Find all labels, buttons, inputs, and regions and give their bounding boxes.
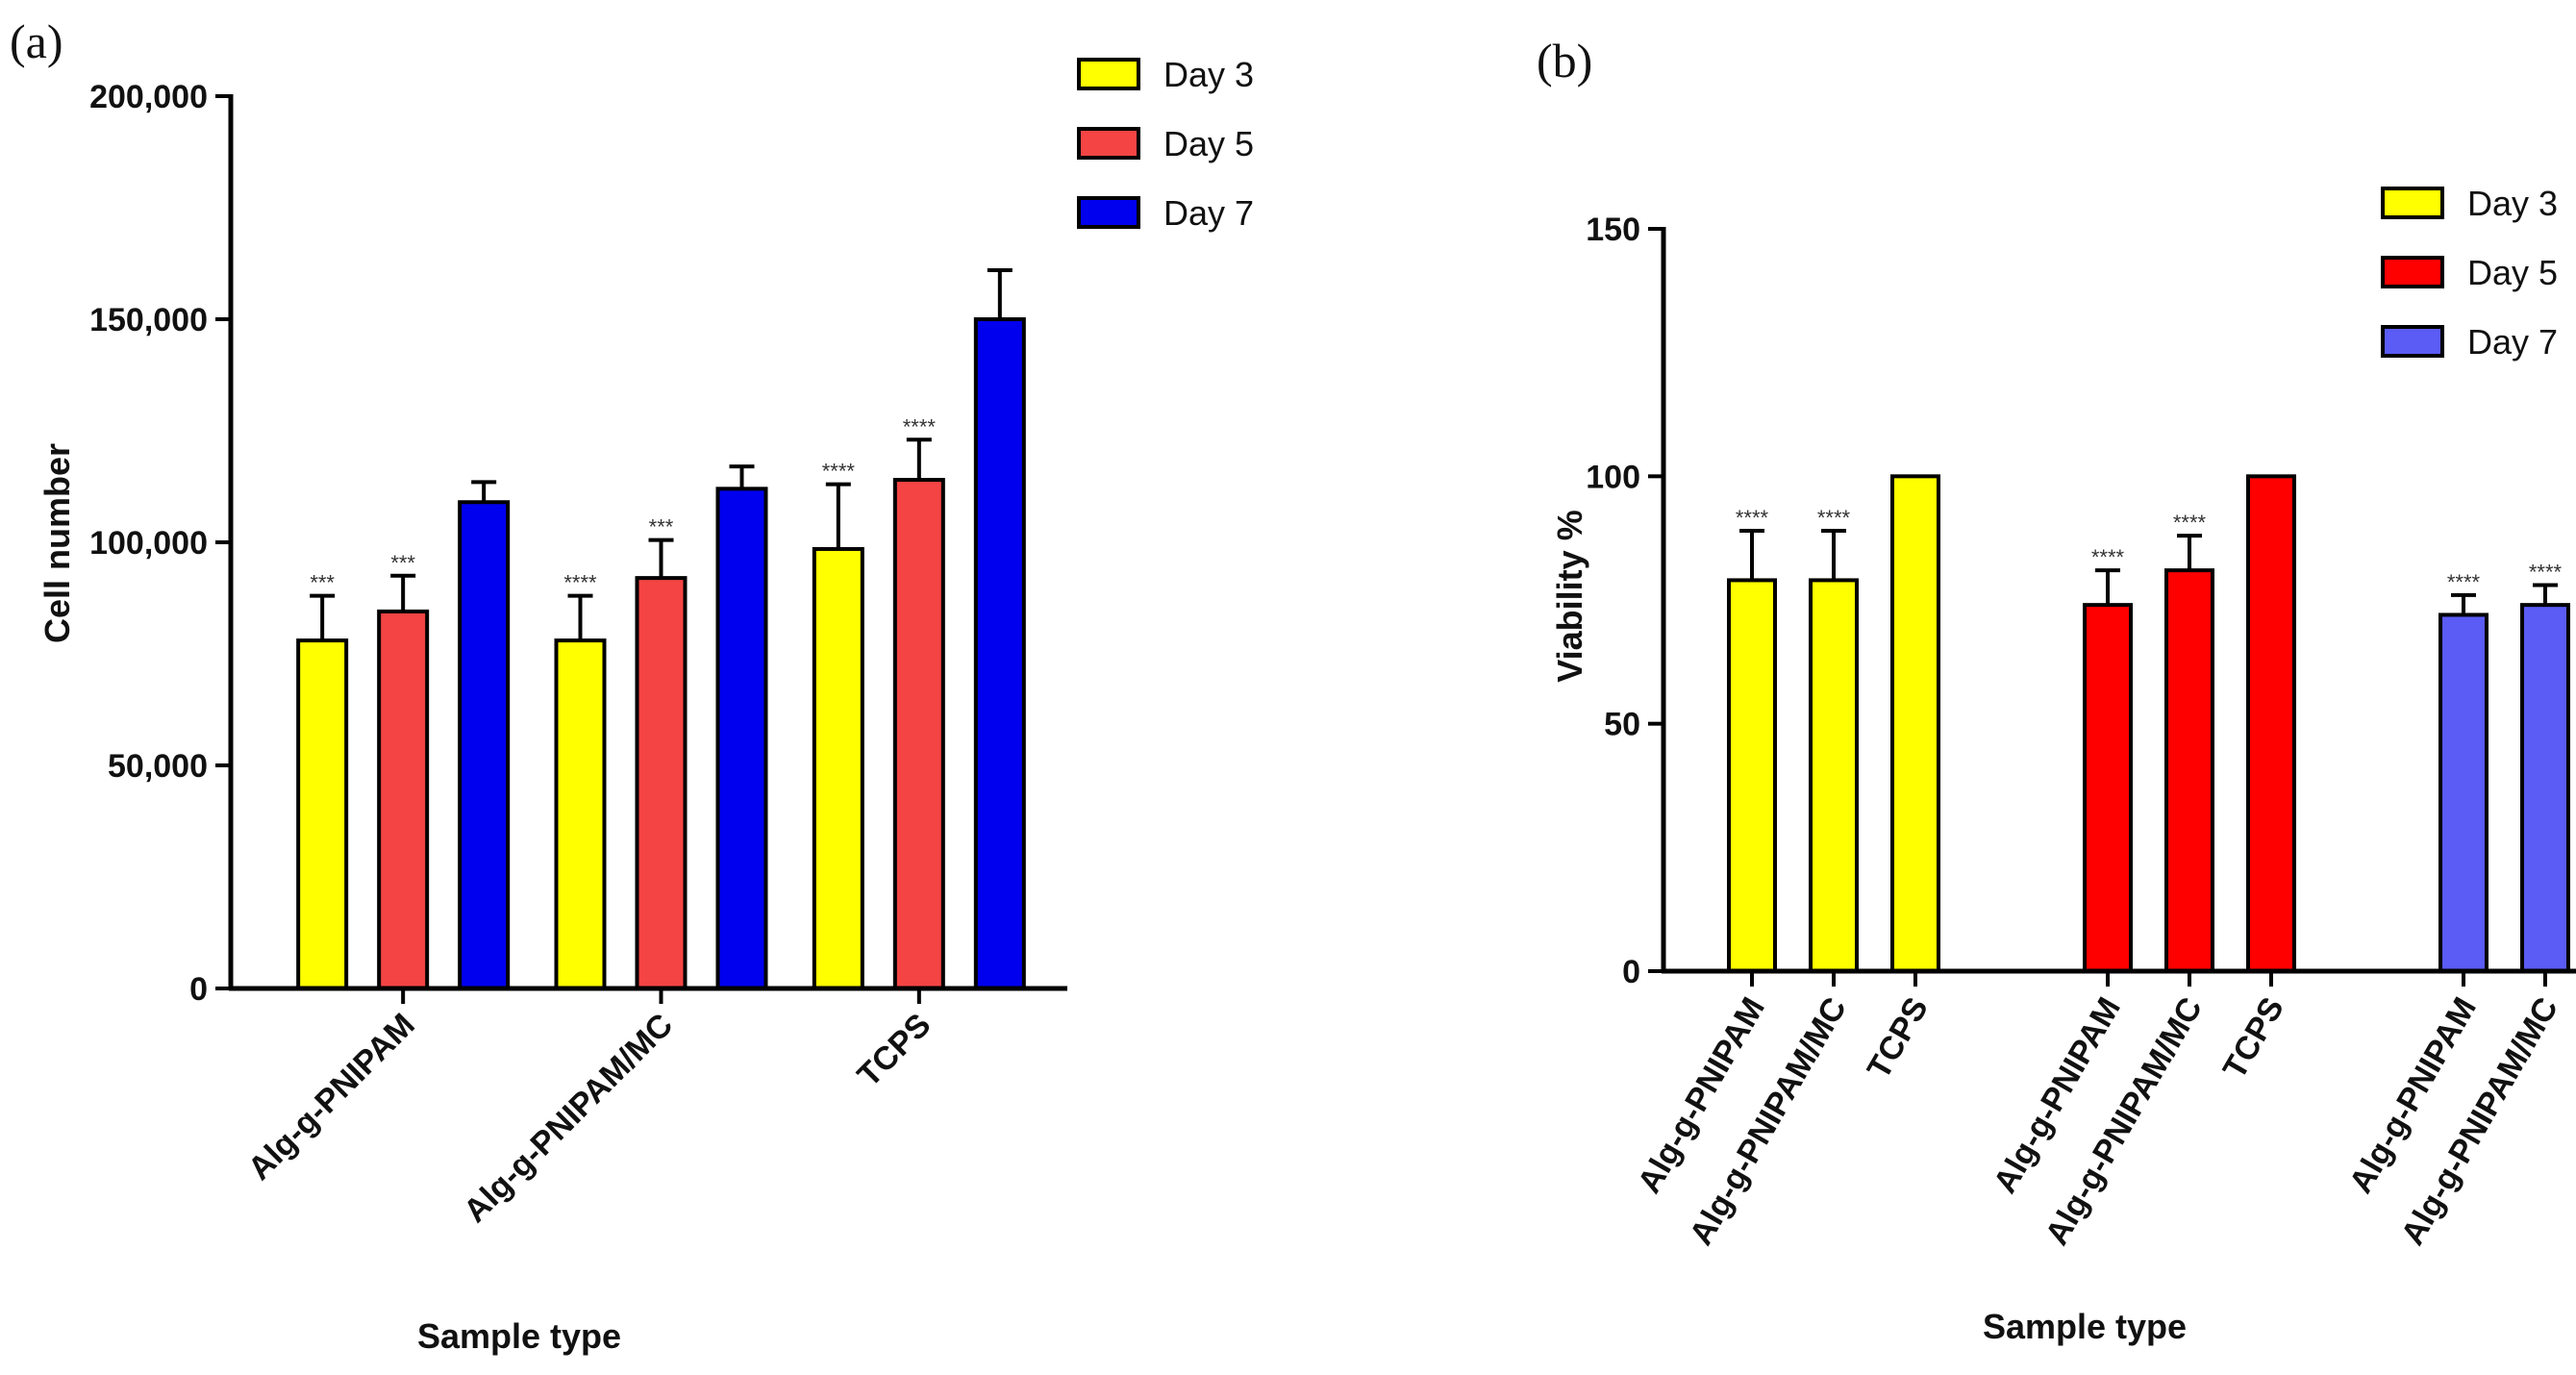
- panel-a-category-label: Alg-g-PNIPAM/MC: [457, 1007, 680, 1230]
- panel-a-sig-label: ***: [310, 571, 335, 595]
- panel-a-label: (a): [10, 14, 63, 68]
- panel-a-category-labels: Alg-g-PNIPAM Alg-g-PNIPAM/MC TCPS: [241, 988, 938, 1230]
- panel-b-category-label: Alg-g-PNIPAM/MC: [2038, 991, 2210, 1251]
- panel-a-axes: [228, 94, 1067, 991]
- panel-b-sig-label: ****: [2091, 545, 2125, 569]
- panel-b-category-label: Alg-g-PNIPAM/MC: [1683, 991, 1854, 1251]
- panel-b-bar: [1890, 474, 1940, 974]
- panel-b-ylabel: Viability %: [1550, 510, 1589, 682]
- panel-a-ytick-label: 200,000: [89, 79, 208, 115]
- panel-b-sig-label: ****: [2529, 561, 2563, 585]
- panel-a-bar: [296, 638, 349, 991]
- panel-b-axes: [1661, 227, 2576, 974]
- panel-b-ytick-label: 50: [1604, 707, 1640, 743]
- panel-a-bar: [458, 500, 511, 990]
- panel-a-ytick-label: 0: [189, 971, 208, 1008]
- panel-a-sig-label: ****: [903, 414, 937, 438]
- panel-b-sig-label: ****: [2173, 511, 2207, 535]
- panel-b-category-label: TCPS: [2572, 991, 2576, 1086]
- panel-b-legend-swatch: [2381, 187, 2444, 219]
- panel-b-ytick-label: 100: [1586, 459, 1640, 495]
- panel-a-sig-label: ***: [390, 551, 415, 575]
- panel-b-category-label: TCPS: [2216, 991, 2291, 1086]
- panel-b-legend-label: Day 7: [2467, 322, 2558, 362]
- panel-b: (b) Viability % Sample type 0 50 100 150 **…: [1537, 34, 2576, 1346]
- panel-b-sig-label: ****: [1736, 506, 1769, 530]
- panel-a-legend-label: Day 7: [1163, 193, 1254, 233]
- panel-b-legend: Day 3 Day 5 Day 7: [2381, 184, 2558, 362]
- panel-a-bar: [377, 609, 430, 990]
- panel-a-legend-swatch: [1077, 58, 1140, 90]
- panel-b-bar: [2438, 612, 2488, 973]
- panel-a-legend-swatch: [1077, 127, 1140, 160]
- panel-a: (a) Cell number Sample type 0 50,000 100,0…: [10, 14, 1254, 1356]
- panel-a-category-label: Alg-g-PNIPAM: [241, 1007, 422, 1188]
- panel-b-bar: [2520, 603, 2570, 973]
- panel-a-y-ticks: 0 50,000 100,000 150,000 200,000: [89, 79, 231, 1008]
- panel-a-category-label: TCPS: [850, 1007, 938, 1094]
- panel-a-bar: [812, 546, 864, 991]
- panel-b-bar: [2083, 603, 2133, 973]
- panel-b-label: (b): [1537, 34, 1592, 88]
- panel-a-sig-label: ****: [822, 460, 856, 484]
- panel-a-bar: [635, 576, 688, 990]
- panel-a-xlabel: Sample type: [417, 1316, 621, 1356]
- panel-a-sig-label: ***: [649, 515, 674, 539]
- panel-a-bar: [554, 638, 607, 991]
- panel-b-sig-label: ****: [1817, 506, 1851, 530]
- panel-b-xlabel: Sample type: [1983, 1307, 2187, 1346]
- panel-b-bar: [2246, 474, 2296, 974]
- panel-b-category-label: TCPS: [1861, 991, 1936, 1086]
- panel-b-bars: **** **** **** **** **** ****: [1727, 474, 2570, 974]
- panel-a-bars: *** ******************: [296, 267, 1026, 991]
- panel-a-ytick-label: 100,000: [89, 525, 208, 562]
- panel-b-legend-label: Day 5: [2467, 253, 2558, 292]
- panel-a-legend: Day 3 Day 5 Day 7: [1077, 55, 1254, 233]
- panel-b-bar: [1727, 578, 1777, 973]
- panel-b-legend-swatch: [2381, 325, 2444, 358]
- panel-a-bar: [973, 317, 1026, 990]
- panel-b-legend-label: Day 3: [2467, 184, 2558, 223]
- panel-b-bar: [2164, 568, 2214, 973]
- panel-a-legend-swatch: [1077, 196, 1140, 229]
- panel-b-y-ticks: 0 50 100 150: [1586, 212, 1663, 990]
- panel-b-sig-label: ****: [2447, 570, 2481, 594]
- panel-b-ytick-label: 150: [1586, 212, 1640, 248]
- panel-a-ytick-label: 50,000: [108, 748, 208, 785]
- panel-a-legend-label: Day 5: [1163, 124, 1254, 163]
- panel-a-bar: [892, 478, 945, 991]
- panel-b-ytick-label: 0: [1622, 954, 1640, 990]
- panel-a-ylabel: Cell number: [38, 443, 77, 643]
- panel-b-legend-swatch: [2381, 256, 2444, 288]
- panel-a-legend-label: Day 3: [1163, 55, 1254, 94]
- panel-b-category-label: Alg-g-PNIPAM/MC: [2394, 991, 2565, 1251]
- panel-a-sig-label: ****: [563, 571, 597, 595]
- panel-a-bar: [715, 487, 768, 990]
- panel-b-bar: [1809, 578, 1859, 973]
- panel-a-ytick-label: 150,000: [89, 302, 208, 338]
